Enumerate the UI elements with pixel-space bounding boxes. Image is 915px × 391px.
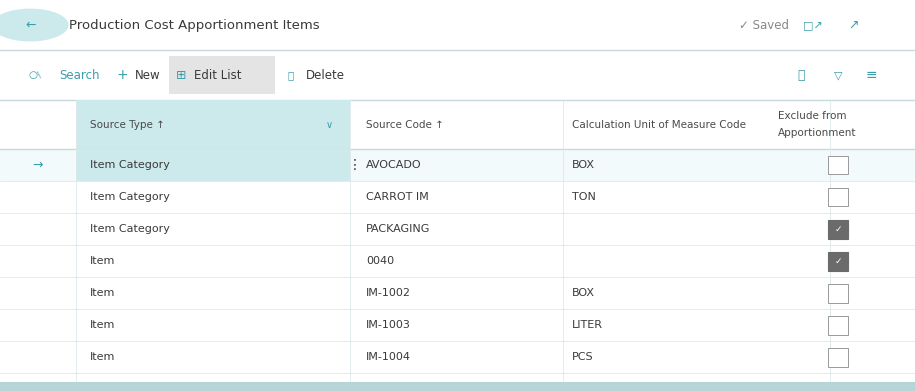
Text: AVOCADO: AVOCADO: [366, 160, 422, 170]
Text: IM-1004: IM-1004: [366, 352, 411, 362]
Bar: [0, 373, 915, 391]
Text: CARROT IM: CARROT IM: [366, 192, 429, 202]
Text: Item Category: Item Category: [90, 160, 169, 170]
Text: ✓: ✓: [834, 256, 842, 266]
Text: ⋮: ⋮: [348, 158, 362, 172]
Bar: [0, 309, 915, 341]
Text: Source Code ↑: Source Code ↑: [366, 120, 444, 129]
Text: TON: TON: [572, 192, 596, 202]
Bar: [828, 188, 848, 206]
Text: ≡: ≡: [866, 68, 877, 82]
Bar: [0, 50, 915, 100]
Text: Calculation Unit of Measure Code: Calculation Unit of Measure Code: [572, 120, 746, 129]
Text: ⎘: ⎘: [798, 68, 805, 82]
Bar: [828, 316, 848, 335]
Text: □↗: □↗: [803, 20, 824, 30]
Text: 🗑: 🗑: [288, 70, 294, 80]
Text: Item: Item: [90, 288, 115, 298]
Text: New: New: [135, 68, 160, 82]
Bar: [0, 181, 915, 213]
Text: ⊞: ⊞: [176, 68, 187, 82]
Text: BOX: BOX: [572, 288, 595, 298]
Text: ←: ←: [25, 18, 36, 32]
Circle shape: [0, 9, 69, 41]
Text: Apportionment: Apportionment: [778, 128, 856, 138]
Bar: [0, 382, 915, 391]
Bar: [0, 0, 915, 50]
Text: Exclude from: Exclude from: [778, 111, 846, 121]
Text: Item: Item: [90, 320, 115, 330]
Bar: [76, 149, 350, 181]
Text: ↗: ↗: [848, 18, 859, 32]
Text: /: /: [36, 71, 45, 79]
Bar: [0, 149, 915, 181]
Text: Item: Item: [90, 352, 115, 362]
Text: ✓: ✓: [834, 224, 842, 234]
Text: Edit List: Edit List: [194, 68, 242, 82]
Text: Production Cost Apportionment Items: Production Cost Apportionment Items: [69, 18, 319, 32]
Bar: [0, 245, 915, 277]
Text: ▽: ▽: [834, 70, 843, 80]
Text: ○: ○: [28, 70, 38, 80]
Text: IM-1003: IM-1003: [366, 320, 411, 330]
Text: IM-1002: IM-1002: [366, 288, 411, 298]
Text: LITER: LITER: [572, 320, 603, 330]
Text: Item: Item: [90, 256, 115, 266]
Bar: [828, 348, 848, 367]
Text: ✓ Saved: ✓ Saved: [739, 18, 790, 32]
Text: Item Category: Item Category: [90, 192, 169, 202]
Text: Source Type ↑: Source Type ↑: [90, 120, 165, 129]
Bar: [828, 156, 848, 174]
Text: PACKAGING: PACKAGING: [366, 224, 430, 234]
Bar: [828, 220, 848, 239]
Text: ∨: ∨: [326, 120, 333, 129]
Bar: [76, 100, 350, 149]
Text: PCS: PCS: [572, 352, 594, 362]
Bar: [0, 213, 915, 245]
Text: →: →: [32, 158, 43, 172]
Text: BOX: BOX: [572, 160, 595, 170]
Text: Delete: Delete: [306, 68, 345, 82]
Bar: [828, 252, 848, 271]
Text: Search: Search: [59, 68, 100, 82]
Bar: [169, 56, 274, 94]
Text: +: +: [117, 68, 128, 82]
Text: 0040: 0040: [366, 256, 394, 266]
Text: Item Category: Item Category: [90, 224, 169, 234]
Bar: [0, 341, 915, 373]
Bar: [828, 284, 848, 303]
Bar: [0, 277, 915, 309]
